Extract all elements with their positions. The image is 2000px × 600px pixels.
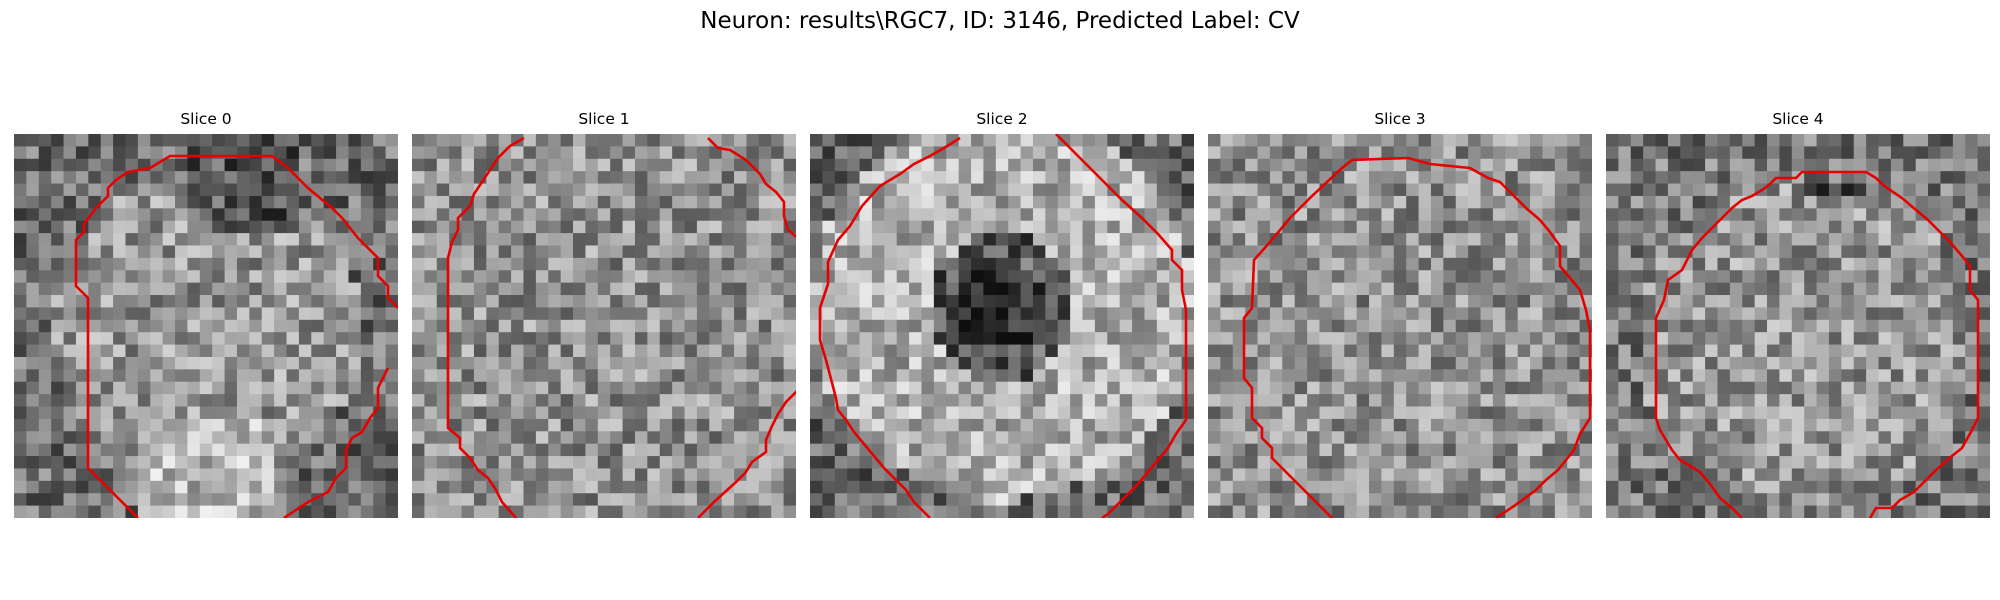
contour-right [1055, 134, 1188, 518]
slice-image-3 [1208, 134, 1592, 518]
figure-title: Neuron: results\RGC7, ID: 3146, Predicte… [700, 8, 1300, 34]
contour-right-lower [697, 390, 796, 518]
slice-title: Slice 4 [1772, 110, 1824, 128]
slice-image-2 [810, 134, 1194, 518]
contour-left [1242, 156, 1592, 518]
slice-panel-0: Slice 0 [14, 110, 398, 518]
contour-left [446, 136, 525, 518]
slice-panel-1: Slice 1 [412, 110, 796, 518]
slice-title: Slice 0 [180, 110, 232, 128]
slice-image-0 [14, 134, 398, 518]
slice-image-1 [412, 134, 796, 518]
contour-right [707, 137, 796, 239]
contour-left [74, 154, 398, 518]
slice-title: Slice 3 [1374, 110, 1426, 128]
slice-title: Slice 1 [578, 110, 630, 128]
contour [1654, 170, 1980, 518]
slice-title: Slice 2 [976, 110, 1028, 128]
contour-left [818, 136, 961, 518]
slice-panel-4: Slice 4 [1606, 110, 1990, 518]
contour-right [283, 367, 390, 518]
slice-panel-3: Slice 3 [1208, 110, 1592, 518]
slice-panel-2: Slice 2 [810, 110, 1194, 518]
slice-image-4 [1606, 134, 1990, 518]
